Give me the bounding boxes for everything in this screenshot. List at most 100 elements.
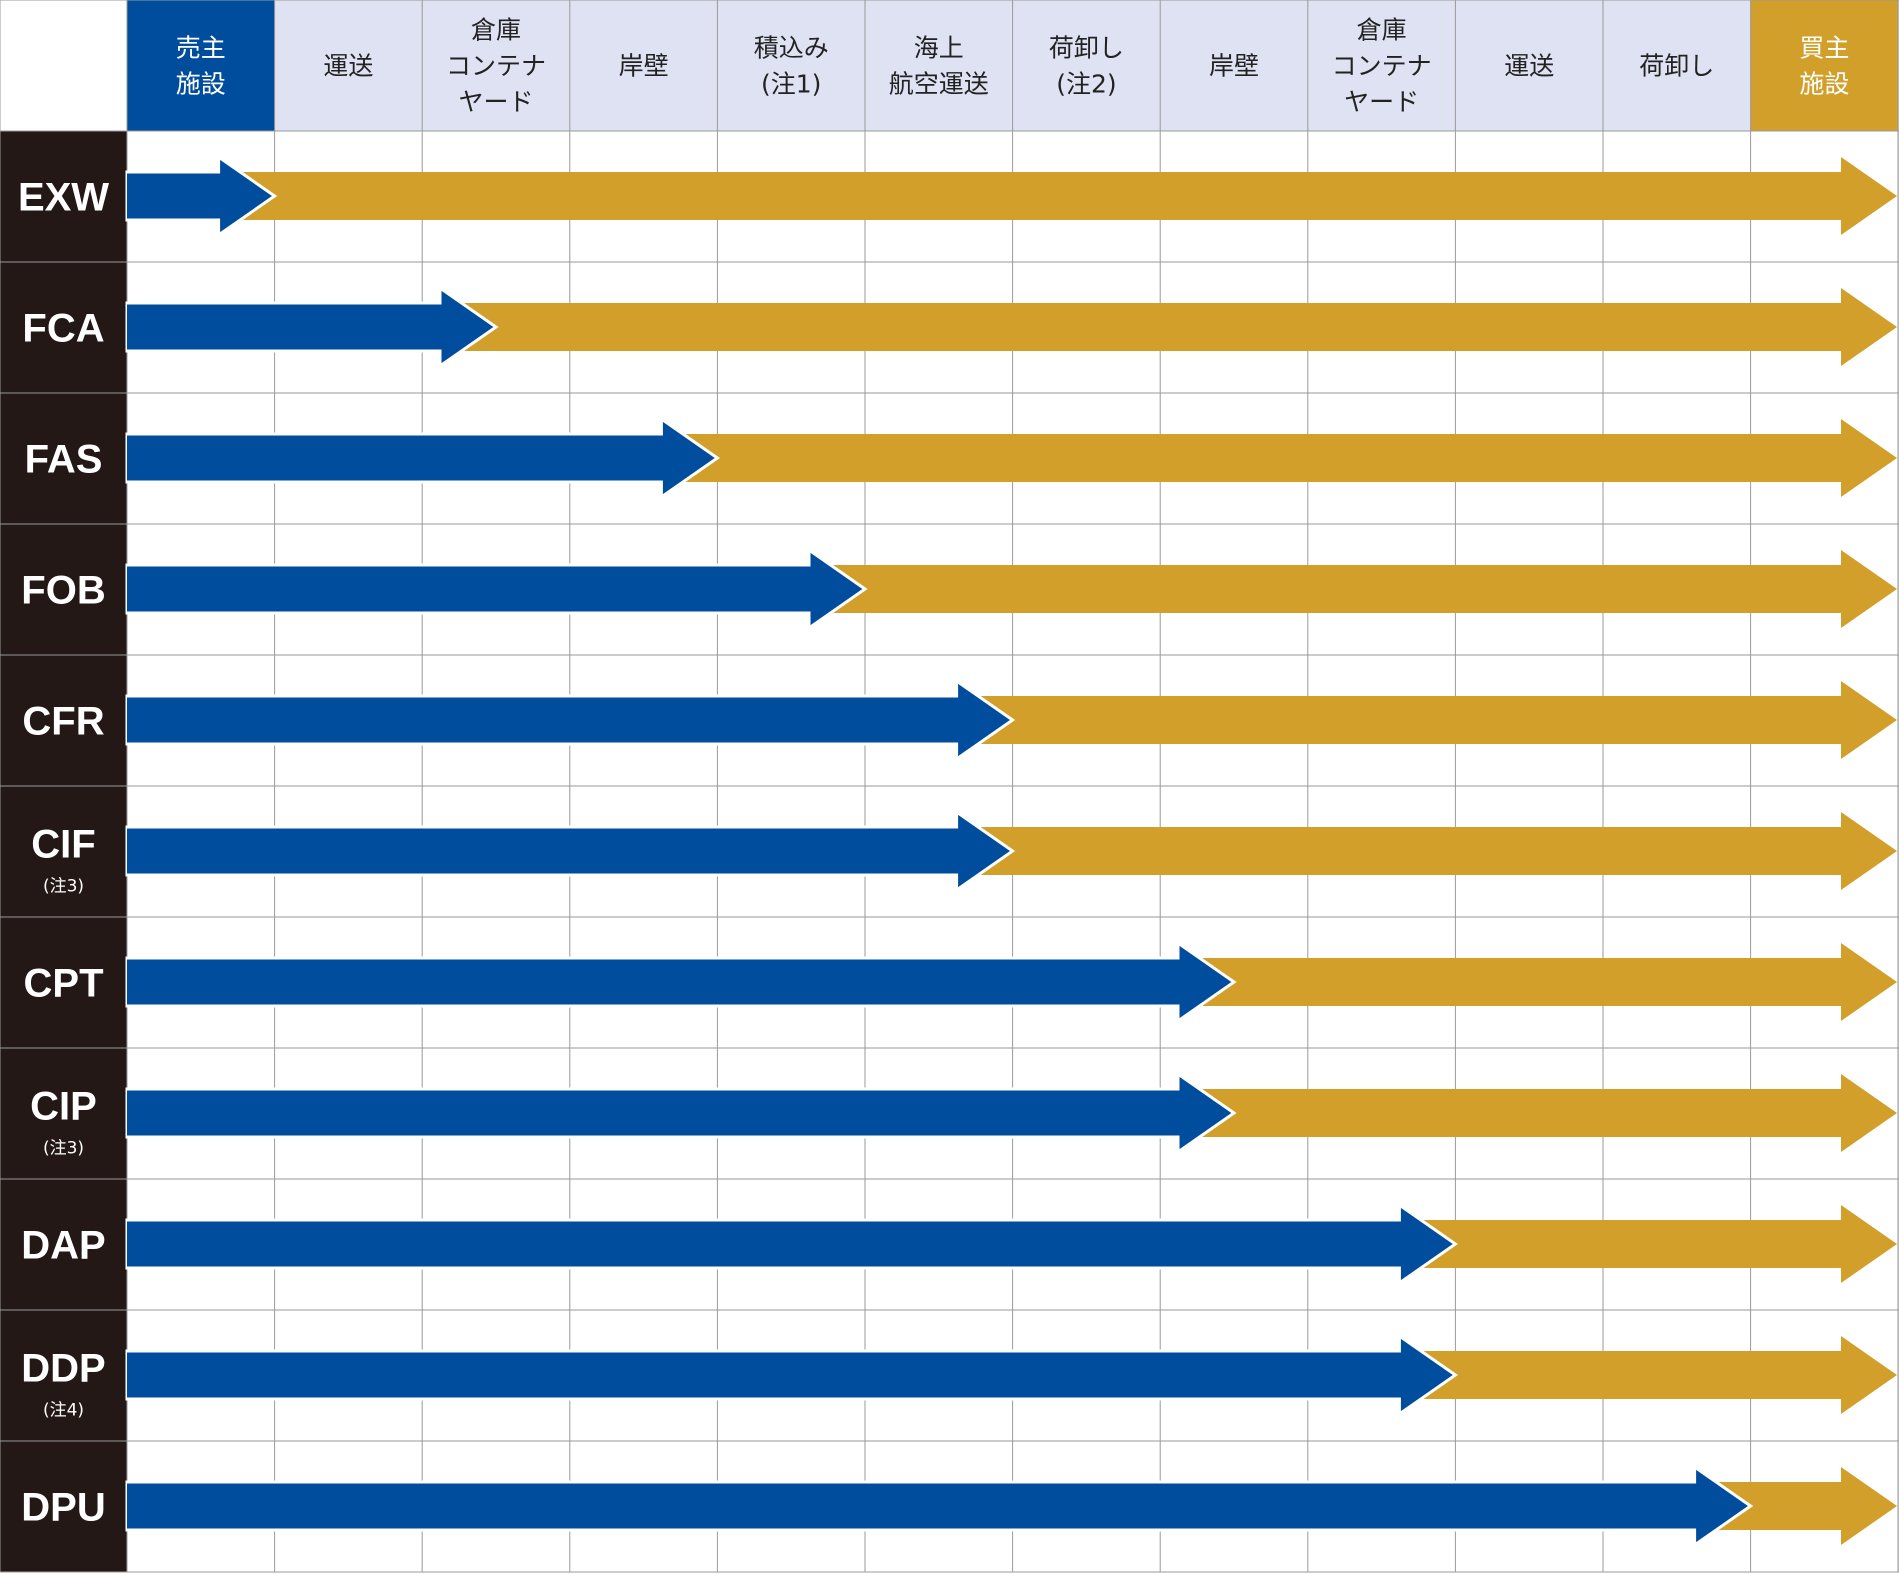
seller-arrow-start-cip <box>127 1090 133 1136</box>
term-code-dap: DAP <box>21 1224 105 1268</box>
buyer-arrow-fca <box>127 288 1897 366</box>
seller-arrow-cip <box>125 1071 1237 1155</box>
term-labels: EXW FCA FAS FOB CFR CIF (注3) CPT CIP (注3) DAP DDP (注… <box>18 176 109 1530</box>
header-cell-5 <box>717 0 865 131</box>
header-label-4: 岸壁 <box>619 52 669 81</box>
term-code-fas: FAS <box>25 438 103 482</box>
seller-arrow-exw <box>125 154 278 238</box>
header-label-line: 岸壁 <box>619 52 669 81</box>
header-label-line: 荷卸し <box>1639 52 1714 81</box>
header-cell-4 <box>569 0 718 131</box>
seller-arrow-dap <box>125 1202 1459 1286</box>
header-label-line: 倉庫 <box>1357 16 1407 45</box>
seller-arrow-start-dap <box>127 1221 133 1267</box>
header-label-line: ヤード <box>1344 88 1419 117</box>
header-label-8: 岸壁 <box>1209 52 1259 81</box>
header-label-line: ヤード <box>458 88 533 117</box>
responsibility-arrows <box>125 154 1897 1548</box>
incoterm-rows <box>0 131 127 1572</box>
header-label-line: 海上 <box>914 34 964 63</box>
header-label-9: 倉庫コンテナヤード <box>1332 16 1432 117</box>
header-label-3: 倉庫コンテナヤード <box>446 16 546 117</box>
header-label-line: コンテナ <box>1332 52 1432 81</box>
term-cell-ddp <box>0 1310 127 1441</box>
seller-arrow-start-fca <box>127 304 133 350</box>
header-label-10: 運送 <box>1504 52 1554 81</box>
term-code-fob: FOB <box>21 569 105 613</box>
header-cell-8 <box>1160 0 1308 131</box>
header-label-line: 航空運送 <box>889 70 989 99</box>
header-label-line: 運送 <box>323 52 373 81</box>
term-cell-exw <box>0 131 127 262</box>
header-cell-3 <box>422 0 570 131</box>
header-label-line: 荷卸し <box>1049 34 1124 63</box>
header-cell-2 <box>274 0 423 131</box>
header-label-line: 岸壁 <box>1209 52 1259 81</box>
seller-arrow-cfr <box>125 678 1016 762</box>
term-cell-fca <box>0 262 127 393</box>
seller-arrow-fob <box>125 547 868 631</box>
term-code-cpt: CPT <box>24 962 104 1006</box>
seller-arrow-start-exw <box>127 173 133 219</box>
buyer-arrow-exw <box>127 157 1897 235</box>
header-label-line: 倉庫 <box>471 16 521 45</box>
term-cell-cfr <box>0 655 127 786</box>
term-cell-cif <box>0 786 127 917</box>
seller-arrow-fca <box>125 285 499 369</box>
header-label-line: 施設 <box>176 70 226 99</box>
term-code-dpu: DPU <box>21 1486 105 1530</box>
term-code-cif: CIF <box>31 823 95 867</box>
seller-arrow-start-fob <box>127 566 133 612</box>
header-label-1: 売主施設 <box>176 34 226 99</box>
term-note-ddp: (注4) <box>43 1401 84 1421</box>
header-cell-11 <box>1603 0 1751 131</box>
header-label-line: (注1) <box>761 70 821 99</box>
header-label-line: 施設 <box>1799 70 1849 99</box>
header-cell-10 <box>1455 0 1603 131</box>
header-cell-9 <box>1307 0 1456 131</box>
term-code-cfr: CFR <box>22 700 104 744</box>
header-label-7: 荷卸し (注2) <box>1049 34 1124 99</box>
header-label-line: (注2) <box>1056 70 1116 99</box>
header-label-2: 運送 <box>323 52 373 81</box>
term-code-ddp: DDP <box>21 1347 105 1391</box>
header-label-line: コンテナ <box>446 52 546 81</box>
header-cell-7 <box>1012 0 1161 131</box>
header-label-12: 買主施設 <box>1799 34 1849 99</box>
header-label-line: 積込み <box>754 34 829 63</box>
term-note-cip: (注3) <box>43 1139 84 1159</box>
header-label-line: 運送 <box>1504 52 1554 81</box>
term-cell-dpu <box>0 1441 127 1572</box>
header-label-line: 買主 <box>1799 34 1849 63</box>
seller-arrow-dpu <box>125 1464 1754 1548</box>
header-label-5: 積込み (注1) <box>754 34 829 99</box>
seller-arrow-start-fas <box>127 435 133 481</box>
seller-arrow-cif <box>125 809 1016 893</box>
term-cell-fas <box>0 393 127 524</box>
header-label-line: 売主 <box>176 34 226 63</box>
term-code-exw: EXW <box>18 176 109 220</box>
seller-arrow-start-dpu <box>127 1483 133 1529</box>
header-cell-12 <box>1750 0 1899 131</box>
term-code-cip: CIP <box>30 1085 97 1129</box>
term-cell-cpt <box>0 917 127 1048</box>
term-note-cif: (注3) <box>43 877 84 897</box>
seller-arrow-cpt <box>125 940 1237 1024</box>
seller-arrow-start-cpt <box>127 959 133 1005</box>
seller-arrow-start-cif <box>127 828 133 874</box>
header-cell-6 <box>865 0 1013 131</box>
term-cell-fob <box>0 524 127 655</box>
seller-arrow-start-ddp <box>127 1352 133 1398</box>
header-label-6: 海上航空運送 <box>889 34 989 99</box>
header-cell-1 <box>127 0 275 131</box>
seller-arrow-start-cfr <box>127 697 133 743</box>
term-cell-cip <box>0 1048 127 1179</box>
term-cell-dap <box>0 1179 127 1310</box>
header-label-11: 荷卸し <box>1639 52 1714 81</box>
seller-arrow-fas <box>125 416 721 500</box>
term-code-fca: FCA <box>22 307 104 351</box>
